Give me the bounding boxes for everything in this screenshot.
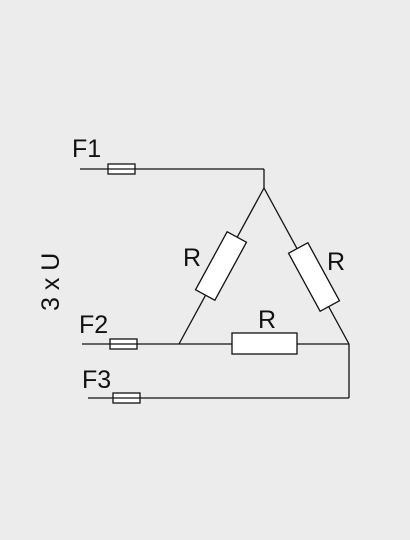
- resistor-right-label: R: [327, 248, 346, 276]
- resistor-left-label: R: [183, 244, 202, 272]
- resistor-bottom-label: R: [258, 306, 277, 334]
- resistor-right: [287, 241, 341, 313]
- fuse-f1-label: F1: [72, 135, 102, 163]
- fuse-f2-label: F2: [79, 311, 109, 339]
- resistor-bottom: [231, 332, 298, 355]
- supply-voltage-label: 3 x U: [37, 252, 65, 311]
- fuse-f3-label: F3: [82, 366, 112, 394]
- resistor-left: [194, 230, 248, 302]
